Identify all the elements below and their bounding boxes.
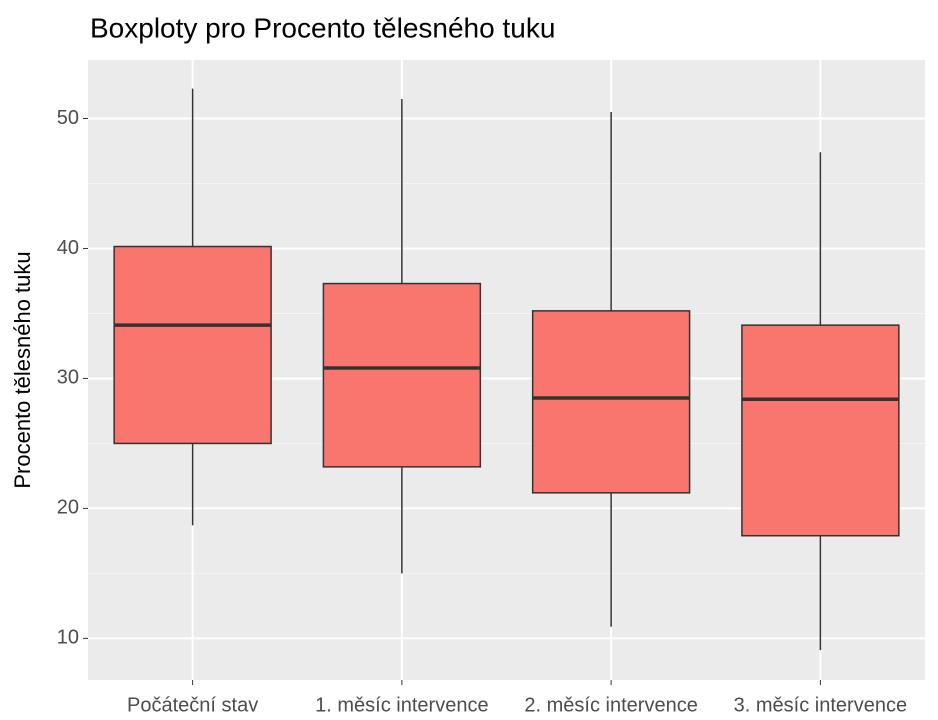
x-tick-label: 3. měsíc intervence — [734, 694, 907, 716]
box — [113, 245, 272, 445]
chart-title: Boxploty pro Procento tělesného tuku — [90, 12, 555, 43]
y-tick-label: 10 — [57, 627, 79, 649]
x-tick-label: 1. měsíc intervence — [315, 694, 488, 716]
y-tick-label: 30 — [57, 367, 79, 389]
y-tick-label: 40 — [57, 237, 79, 259]
box — [322, 282, 482, 468]
x-tick-label: Počáteční stav — [127, 694, 258, 716]
y-tick-label: 50 — [57, 107, 79, 129]
x-tick-label: 2. měsíc intervence — [524, 694, 697, 716]
y-axis-label: Procento tělesného tuku — [10, 251, 35, 488]
box — [531, 310, 691, 494]
box — [741, 324, 900, 537]
y-tick-label: 20 — [57, 497, 79, 519]
